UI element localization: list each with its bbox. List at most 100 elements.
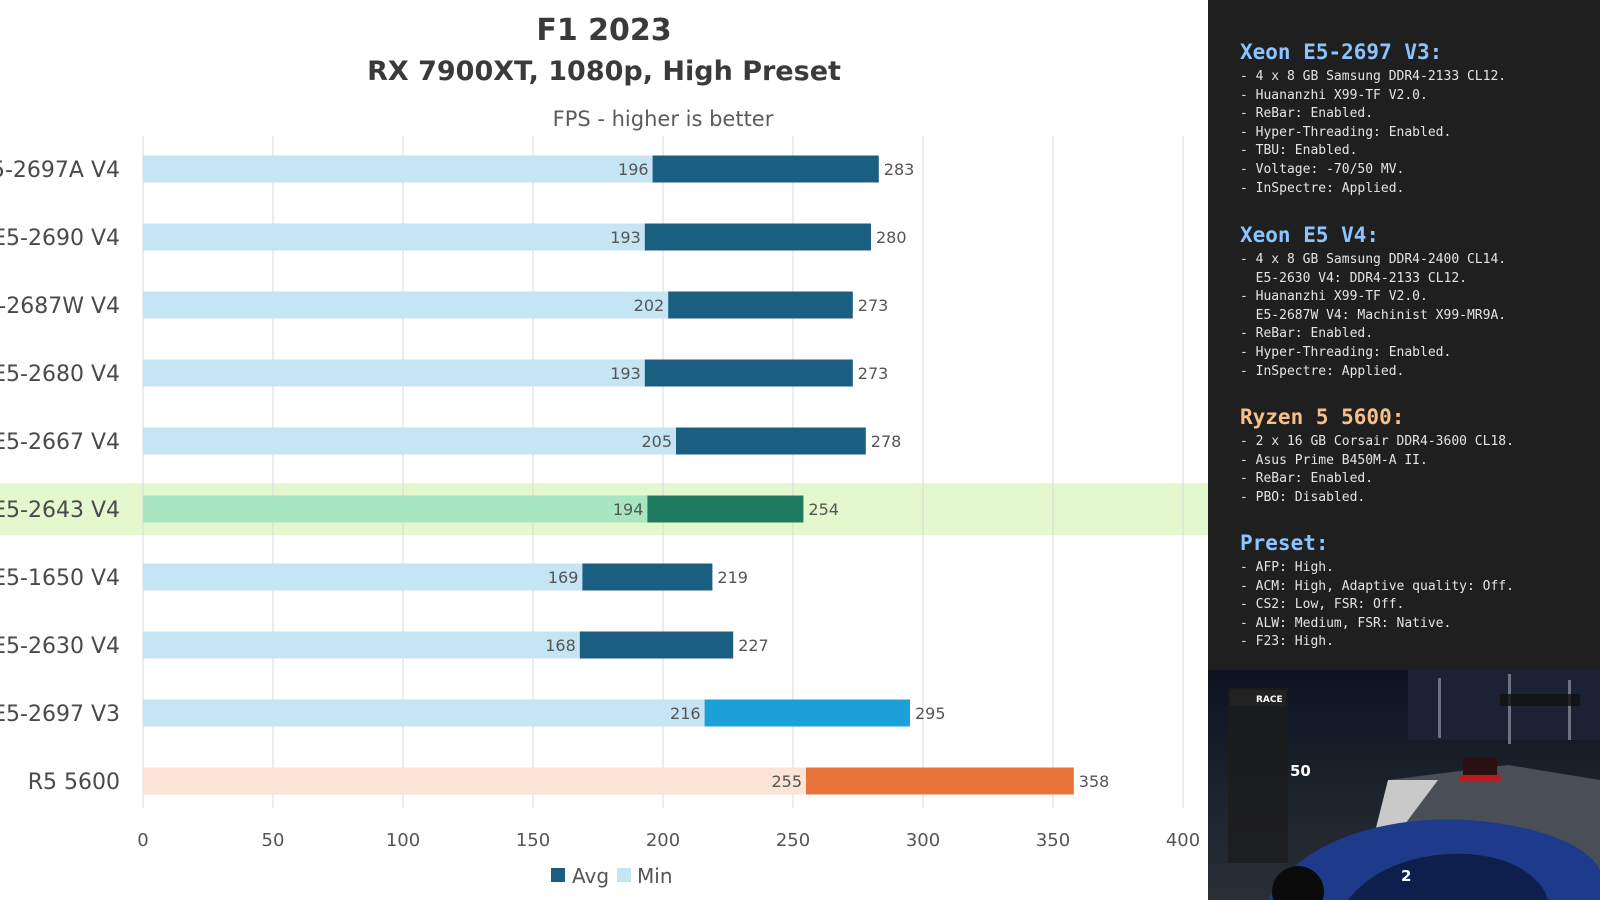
label-min-E5-2643 V4: 194 xyxy=(613,500,644,519)
label-avg-E5-2643 V4: 254 xyxy=(808,500,839,519)
label-avg-E5-2690 V4: 280 xyxy=(876,228,907,247)
config-line: E5-2687W V4: Machinist X99-MR9A. xyxy=(1240,307,1507,323)
config-section-1: Xeon E5 V4: - 4 x 8 GB Samsung DDR4-2400 … xyxy=(1240,223,1506,381)
label-min-E5-2690 V4: 193 xyxy=(610,228,641,247)
bar-avg-E5-2643 V4 xyxy=(647,495,804,523)
config-line: - Voltage: -70/50 MV. xyxy=(1240,161,1405,177)
bar-min-E5-1650 V4 xyxy=(143,563,583,591)
category-label-E5-2630 V4: E5-2630 V4 xyxy=(0,634,120,659)
config-line: - ReBar: Enabled. xyxy=(1240,471,1374,487)
config-line: - 4 x 8 GB Samsung DDR4-2400 CL14. xyxy=(1240,252,1507,267)
x-tick-300: 300 xyxy=(906,830,940,851)
category-label-E5-2690 V4: E5-2690 V4 xyxy=(0,226,120,251)
bar-min-R5 5600 xyxy=(143,767,806,795)
label-min-E5-2687W V4: 202 xyxy=(634,296,665,315)
x-tick-150: 150 xyxy=(516,830,550,851)
bar-min-E5-2643 V4 xyxy=(143,495,648,523)
legend-avg-swatch xyxy=(551,868,565,882)
gameplay-thumbnail: RACE 50 2 xyxy=(1208,670,1600,900)
bar-avg-E5-2680 V4 xyxy=(644,359,853,387)
config-line: - TBU: Enabled. xyxy=(1240,143,1358,159)
hud-lap-counter: 50 xyxy=(1290,762,1311,780)
label-min-E5-2697 V3: 216 xyxy=(670,704,701,723)
category-labels: E5-2697A V4 E5-2690 V4 E5-2687W V4 E5-2680 … xyxy=(0,158,120,795)
category-label-E5-1650 V4: E5-1650 V4 xyxy=(0,566,120,591)
config-line: - 2 x 16 GB Corsair DDR4-3600 CL18. xyxy=(1240,434,1514,449)
rival-car xyxy=(1463,758,1497,780)
bar-avg-E5-2697 V3 xyxy=(704,699,910,727)
legend: Avg Min xyxy=(551,864,673,888)
label-min-E5-1650 V4: 169 xyxy=(548,568,579,587)
config-line: - Huananzhi X99-TF V2.0. xyxy=(1240,289,1428,305)
hud-gear: 2 xyxy=(1401,867,1411,885)
label-avg-E5-2687W V4: 273 xyxy=(858,296,889,315)
label-min-R5 5600: 255 xyxy=(771,772,802,791)
hud-panel xyxy=(1228,688,1288,863)
bar-avg-E5-2667 V4 xyxy=(676,427,866,455)
bar-min-E5-2687W V4 xyxy=(143,291,669,319)
config-line: E5-2630 V4: DDR4-2133 CL12. xyxy=(1240,270,1467,286)
x-tick-200: 200 xyxy=(646,830,680,851)
x-tick-100: 100 xyxy=(386,830,420,851)
bar-min-E5-2690 V4 xyxy=(143,223,645,251)
config-line: - ReBar: Enabled. xyxy=(1240,326,1374,342)
bar-chart: F1 2023 RX 7900XT, 1080p, High Preset FP… xyxy=(0,13,1208,888)
config-section-title: Xeon E5 V4: xyxy=(1240,223,1380,247)
category-label-E5-2680 V4: E5-2680 V4 xyxy=(0,362,120,387)
config-line: - Huananzhi X99-TF V2.0. xyxy=(1240,87,1428,103)
label-avg-E5-2680 V4: 273 xyxy=(858,364,889,383)
category-label-R5 5600: R5 5600 xyxy=(28,770,120,795)
config-line: - AFP: High. xyxy=(1240,560,1334,575)
bar-avg-R5 5600 xyxy=(806,767,1074,795)
config-line: - ACM: High, Adaptive quality: Off. xyxy=(1240,578,1514,594)
x-tick-400: 400 xyxy=(1166,830,1200,851)
label-min-E5-2667 V4: 205 xyxy=(641,432,672,451)
config-section-3: Preset: - AFP: High. - ACM: High, Adaptive… xyxy=(1240,531,1514,652)
category-label-E5-2687W V4: E5-2687W V4 xyxy=(0,294,120,319)
config-line: - ALW: Medium, FSR: Native. xyxy=(1240,615,1452,631)
x-tick-0: 0 xyxy=(137,830,148,851)
category-label-E5-2697 V3: E5-2697 V3 xyxy=(0,702,120,727)
label-min-E5-2697A V4: 196 xyxy=(618,160,649,179)
bar-min-E5-2630 V4 xyxy=(143,631,580,659)
config-line: - Hyper-Threading: Enabled. xyxy=(1240,344,1452,360)
category-label-E5-2667 V4: E5-2667 V4 xyxy=(0,430,120,455)
label-min-E5-2680 V4: 193 xyxy=(610,364,641,383)
bar-min-E5-2697A V4 xyxy=(143,155,653,183)
config-line: - PBO: Disabled. xyxy=(1240,489,1366,505)
bar-avg-E5-2697A V4 xyxy=(652,155,879,183)
config-line: - InSpectre: Applied. xyxy=(1240,180,1405,196)
config-line: - Asus Prime B450M-A II. xyxy=(1240,452,1428,468)
bar-min-E5-2667 V4 xyxy=(143,427,676,455)
legend-min-swatch xyxy=(617,868,631,882)
hud-mode-label: RACE xyxy=(1256,695,1283,705)
bars: 196 283 193 280 202 273 193 273 205 278 194 254 169 2… xyxy=(143,155,1110,795)
bar-min-E5-2697 V3 xyxy=(143,699,705,727)
label-avg-E5-2630 V4: 227 xyxy=(738,636,769,655)
legend-avg-label: Avg xyxy=(572,864,609,888)
test-config-panel: Xeon E5-2697 V3: - 4 x 8 GB Samsung DDR4-… xyxy=(1208,0,1600,670)
bar-min-E5-2680 V4 xyxy=(143,359,645,387)
chart-subtitle: RX 7900XT, 1080p, High Preset xyxy=(367,56,841,87)
bar-avg-E5-2690 V4 xyxy=(644,223,871,251)
config-line: - Hyper-Threading: Enabled. xyxy=(1240,124,1452,140)
chart-area: F1 2023 RX 7900XT, 1080p, High Preset FP… xyxy=(0,13,1208,888)
chart-title: F1 2023 xyxy=(536,13,671,48)
legend-min-label: Min xyxy=(637,864,673,888)
config-section-title: Preset: xyxy=(1240,531,1329,555)
label-avg-E5-2667 V4: 278 xyxy=(871,432,902,451)
x-tick-350: 350 xyxy=(1036,830,1070,851)
category-label-E5-2643 V4: E5-2643 V4 xyxy=(0,498,120,523)
x-tick-labels: 0 50 100 150 200 250 300 350 400 xyxy=(137,830,1200,851)
label-avg-E5-1650 V4: 219 xyxy=(717,568,748,587)
label-avg-E5-2697 V3: 295 xyxy=(915,704,946,723)
config-section-2: Ryzen 5 5600: - 2 x 16 GB Corsair DDR4-36… xyxy=(1240,405,1514,507)
config-line: - F23: High. xyxy=(1240,634,1334,650)
label-avg-R5 5600: 358 xyxy=(1079,772,1110,791)
label-min-E5-2630 V4: 168 xyxy=(545,636,576,655)
x-tick-50: 50 xyxy=(262,830,285,851)
config-section-0: Xeon E5-2697 V3: - 4 x 8 GB Samsung DDR4-… xyxy=(1240,40,1506,198)
config-line: - ReBar: Enabled. xyxy=(1240,106,1374,122)
label-avg-E5-2697A V4: 283 xyxy=(884,160,915,179)
category-label-E5-2697A V4: E5-2697A V4 xyxy=(0,158,120,183)
